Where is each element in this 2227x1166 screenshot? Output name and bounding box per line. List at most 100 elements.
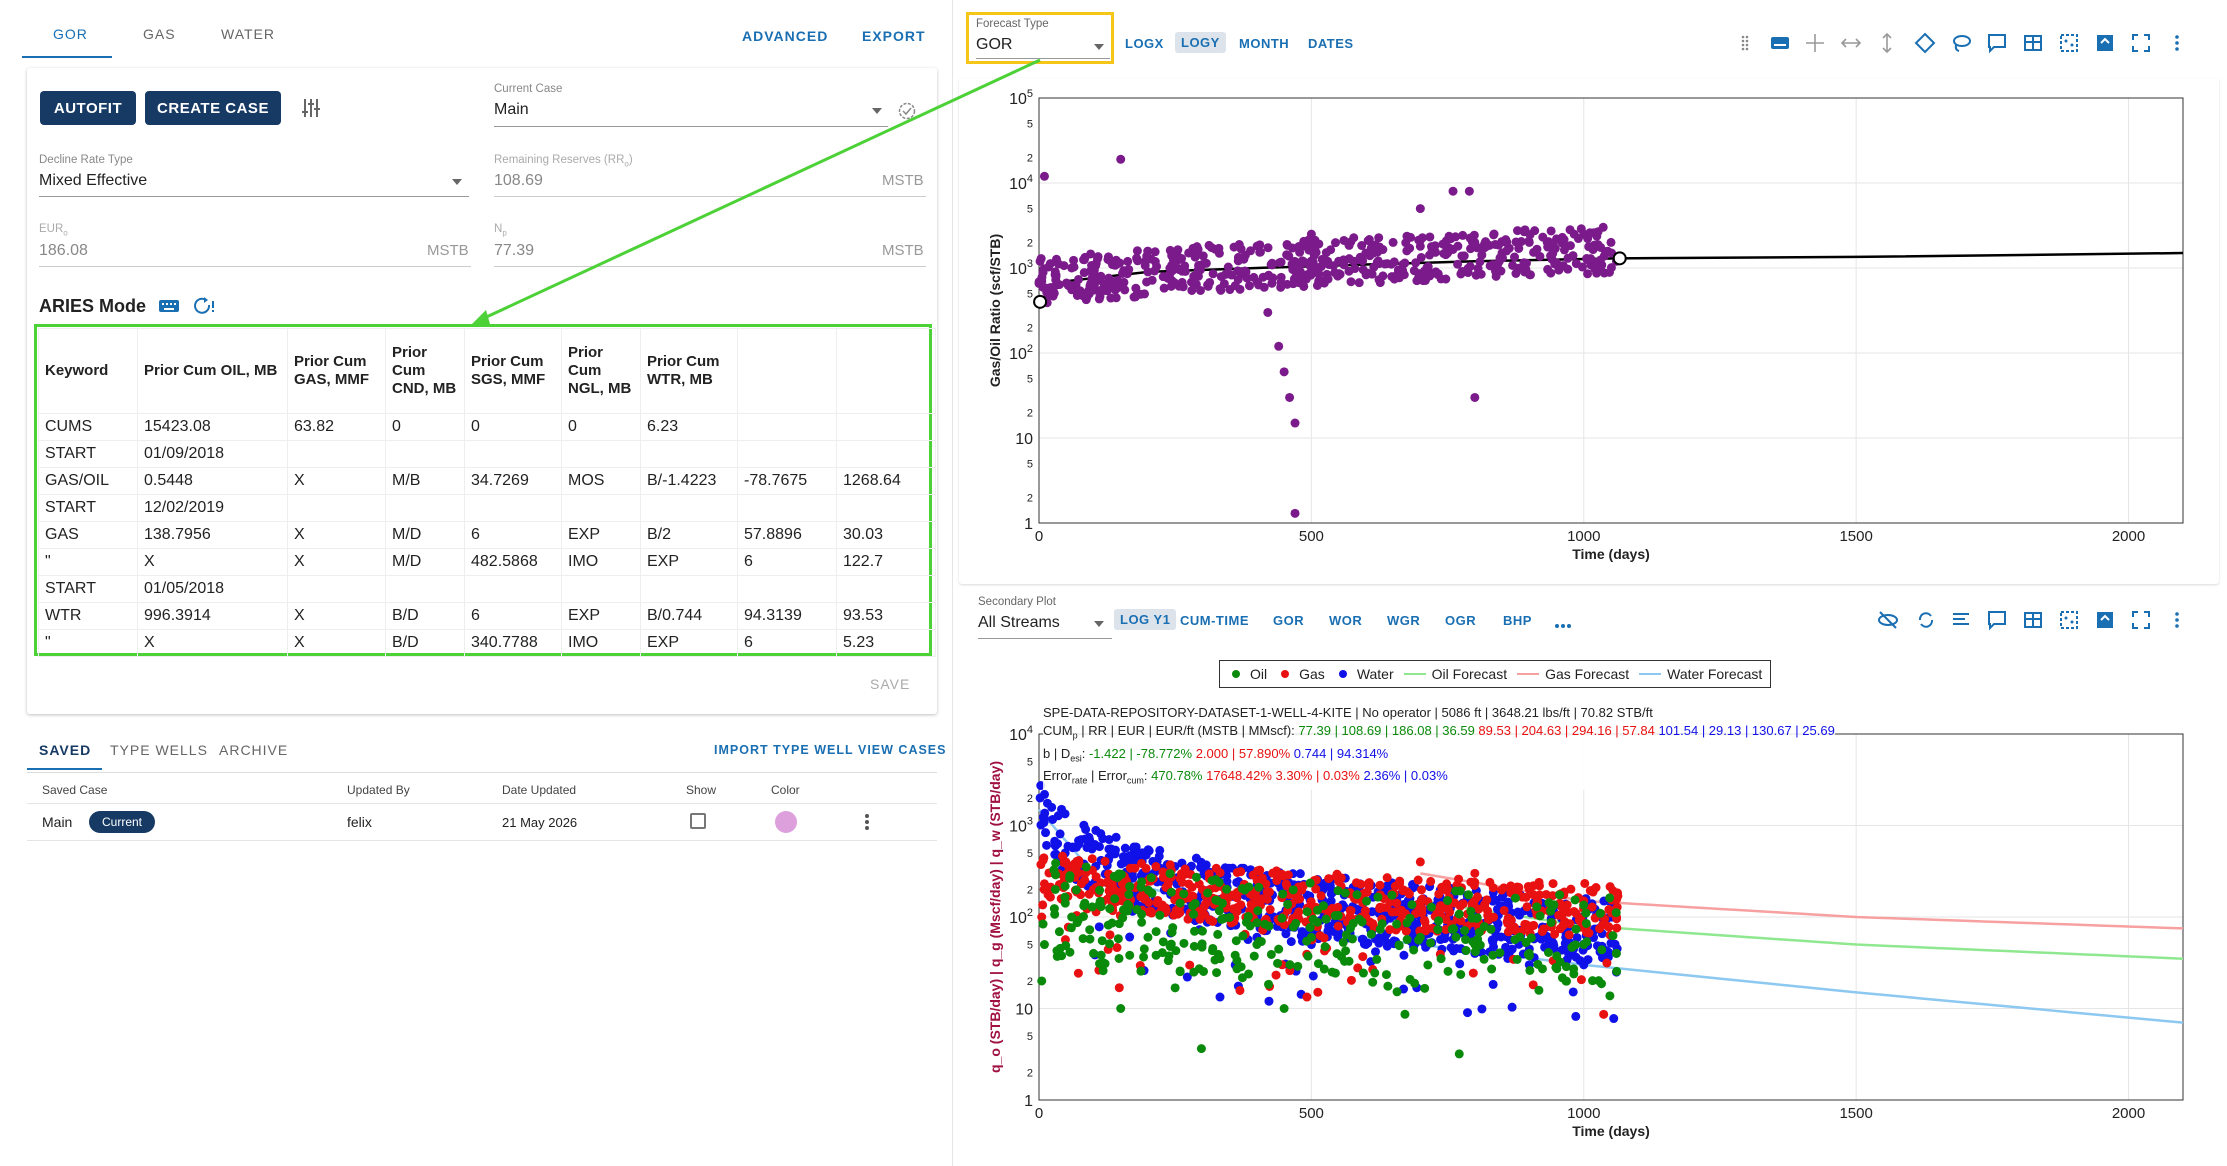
aries-cell[interactable]: ": [38, 629, 138, 657]
aries-cell[interactable]: M/D: [385, 548, 465, 576]
legend-item[interactable]: Gas Forecast: [1517, 666, 1629, 682]
aries-cell[interactable]: 15423.08: [137, 413, 288, 441]
ogr-button[interactable]: OGR: [1445, 613, 1477, 628]
chevron-down-icon[interactable]: [452, 179, 462, 185]
legend-item[interactable]: Oil: [1228, 666, 1267, 682]
wgr-button[interactable]: WGR: [1387, 613, 1421, 628]
aries-cell[interactable]: 122.7: [836, 548, 936, 576]
aries-cell[interactable]: START: [38, 440, 138, 468]
aries-cell[interactable]: [385, 440, 465, 468]
sync-icon[interactable]: [1915, 609, 1937, 631]
aries-cell[interactable]: 01/09/2018: [137, 440, 288, 468]
aries-row[interactable]: " X X M/D 482.5868 IMO EXP 6 122.7: [38, 548, 936, 576]
aries-cell[interactable]: START: [38, 575, 138, 603]
drag-handle-icon[interactable]: [1735, 32, 1757, 54]
aries-cell[interactable]: 57.8896: [737, 521, 837, 549]
aries-cell[interactable]: X: [287, 602, 386, 630]
lasso-icon[interactable]: [1950, 32, 1972, 54]
aries-cell[interactable]: EXP: [561, 521, 641, 549]
aries-cell[interactable]: EXP: [640, 629, 738, 657]
autoscale-icon[interactable]: [2094, 609, 2116, 631]
refresh-alert-icon[interactable]: [193, 296, 217, 316]
aries-cell[interactable]: 138.7956: [137, 521, 288, 549]
tab-gas[interactable]: GAS: [143, 26, 176, 42]
aries-cell[interactable]: MOS: [561, 467, 641, 495]
aries-cell[interactable]: [836, 440, 936, 468]
aries-cell[interactable]: B/D: [385, 629, 465, 657]
aries-cell[interactable]: GAS: [38, 521, 138, 549]
aries-cell[interactable]: 1268.64: [836, 467, 936, 495]
aries-cell[interactable]: 12/02/2019: [137, 494, 288, 522]
aries-row[interactable]: START 01/05/2018: [38, 575, 936, 603]
aries-cell[interactable]: EXP: [640, 548, 738, 576]
more-vert-icon[interactable]: [2166, 32, 2188, 54]
view-cases-button[interactable]: VIEW CASES: [858, 743, 947, 757]
aries-cell[interactable]: X: [287, 548, 386, 576]
cum-time-button[interactable]: CUM-TIME: [1180, 613, 1249, 628]
show-checkbox[interactable]: [690, 813, 706, 829]
aries-cell[interactable]: [836, 575, 936, 603]
pan-icon[interactable]: [1804, 32, 1826, 54]
aries-cell[interactable]: 0: [561, 413, 641, 441]
create-case-button[interactable]: CREATE CASE: [145, 91, 281, 125]
tab-archive[interactable]: ARCHIVE: [219, 742, 289, 758]
fullscreen-icon[interactable]: [2130, 609, 2152, 631]
secondary-plot-select[interactable]: All Streams: [978, 614, 1060, 631]
aries-cell[interactable]: [737, 575, 837, 603]
aries-cell[interactable]: -78.7675: [737, 467, 837, 495]
aries-cell[interactable]: [640, 575, 738, 603]
logx-button[interactable]: LOGX: [1125, 36, 1164, 51]
month-button[interactable]: MONTH: [1239, 36, 1290, 51]
tune-icon[interactable]: [300, 96, 322, 120]
aries-cell[interactable]: WTR: [38, 602, 138, 630]
aries-cell[interactable]: IMO: [561, 629, 641, 657]
aries-cell[interactable]: START: [38, 494, 138, 522]
log-y1-button[interactable]: LOG Y1: [1114, 609, 1177, 630]
aries-cell[interactable]: [464, 494, 562, 522]
wor-button[interactable]: WOR: [1329, 613, 1363, 628]
autoscale-icon[interactable]: [2094, 32, 2116, 54]
tab-gor[interactable]: GOR: [53, 26, 88, 42]
diamond-icon[interactable]: [1914, 32, 1936, 54]
comment-icon[interactable]: [1986, 609, 2008, 631]
aries-cell[interactable]: [737, 440, 837, 468]
aries-cell[interactable]: [287, 575, 386, 603]
select-points-icon[interactable]: [2058, 32, 2080, 54]
chevron-down-icon[interactable]: [1094, 44, 1104, 50]
chevron-down-icon[interactable]: [872, 108, 882, 114]
aries-cell[interactable]: 0.5448: [137, 467, 288, 495]
tab-water[interactable]: WATER: [221, 26, 275, 42]
aries-cell[interactable]: 34.7269: [464, 467, 562, 495]
aries-cell[interactable]: GAS/OIL: [38, 467, 138, 495]
aries-cell[interactable]: CUMS: [38, 413, 138, 441]
legend-item[interactable]: Gas: [1277, 666, 1325, 682]
aries-cell[interactable]: [640, 494, 738, 522]
aries-cell[interactable]: X: [137, 629, 288, 657]
aries-cell[interactable]: 340.7788: [464, 629, 562, 657]
import-type-well-button[interactable]: IMPORT TYPE WELL: [714, 743, 854, 757]
aries-cell[interactable]: [464, 575, 562, 603]
dates-button[interactable]: DATES: [1308, 36, 1354, 51]
table-icon[interactable]: [2022, 32, 2044, 54]
aries-cell[interactable]: [385, 494, 465, 522]
aries-cell[interactable]: 6: [464, 521, 562, 549]
legend-item[interactable]: Water: [1335, 666, 1394, 682]
aries-cell[interactable]: 30.03: [836, 521, 936, 549]
aries-cell[interactable]: 6.23: [640, 413, 738, 441]
aries-cell[interactable]: [561, 575, 641, 603]
vertical-zoom-icon[interactable]: [1876, 32, 1898, 54]
aries-cell[interactable]: 6: [737, 629, 837, 657]
aries-cell[interactable]: X: [287, 467, 386, 495]
fullscreen-icon[interactable]: [2130, 32, 2152, 54]
aries-cell[interactable]: EXP: [561, 602, 641, 630]
tab-type-wells[interactable]: TYPE WELLS: [110, 742, 208, 758]
aries-cell[interactable]: [287, 440, 386, 468]
aries-cell[interactable]: [287, 494, 386, 522]
select-points-icon[interactable]: [2058, 609, 2080, 631]
aries-cell[interactable]: M/D: [385, 521, 465, 549]
aries-row[interactable]: CUMS 15423.08 63.82 0 0 0 6.23: [38, 413, 936, 441]
visibility-off-icon[interactable]: [1877, 609, 1899, 631]
aries-row[interactable]: START 12/02/2019: [38, 494, 936, 522]
logy-button[interactable]: LOGY: [1175, 32, 1226, 53]
